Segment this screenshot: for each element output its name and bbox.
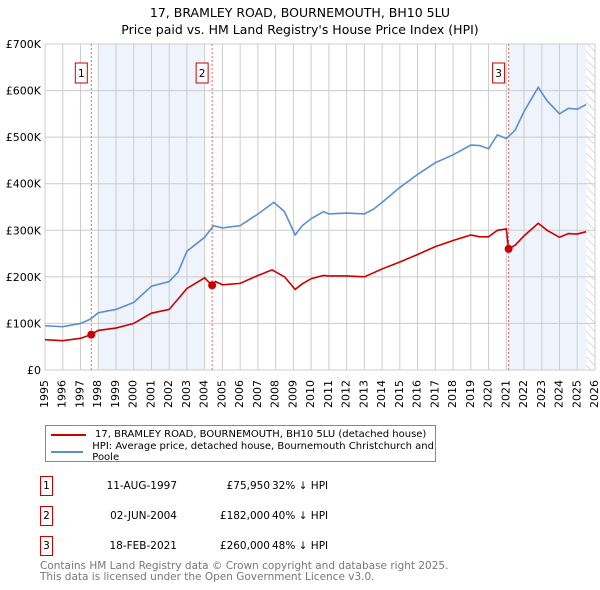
x-tick-label: 2024 [553,380,566,408]
x-tick-label: 2005 [215,380,228,408]
x-tick-label: 2021 [499,380,512,408]
x-tick-label: 1997 [73,380,86,408]
footer-line: Contains HM Land Registry data © Crown c… [40,560,449,572]
sale-marker-label: 3 [495,68,502,80]
legend-swatch-blue [51,450,84,453]
series-line [44,222,587,342]
marker-badge: 3 [40,536,53,556]
x-tick-label: 2009 [286,380,299,408]
sale-marker-label: 2 [199,68,206,80]
marker-badge: 2 [40,506,53,526]
sale-point [87,330,96,339]
x-tick-label: 2013 [357,380,370,408]
x-tick-label: 2011 [322,380,335,408]
transaction-hpi: 32% ↓ HPI [272,480,329,492]
x-tick-label: 1996 [56,380,69,408]
legend-label: 17, BRAMLEY ROAD, BOURNEMOUTH, BH10 5LU … [95,429,427,440]
x-tick-label: 2004 [198,380,211,408]
x-tick-label: 2008 [269,380,282,408]
marker-badge: 1 [40,476,53,496]
x-tick-label: 2015 [393,380,406,408]
forecast-hatch [586,44,595,370]
legend-swatch-red [51,433,86,436]
legend-label: HPI: Average price, detached house, Bour… [92,440,434,463]
legend: 17, BRAMLEY ROAD, BOURNEMOUTH, BH10 5LU … [45,425,436,463]
x-tick-label: 2012 [340,380,353,408]
y-tick-label: £300K [6,224,42,237]
transaction-row: 2 02-JUN-2004 £182,000 40% ↓ HPI [40,506,340,526]
x-tick-label: 2023 [535,380,548,408]
y-tick-label: £200K [6,271,42,284]
chart-title-main: 17, BRAMLEY ROAD, BOURNEMOUTH, BH10 5LU [149,5,451,20]
sale-marker-box [492,62,506,84]
x-tick-label: 2010 [304,380,317,408]
x-tick-label: 2019 [464,380,477,408]
transaction-row: 3 18-FEB-2021 £260,000 48% ↓ HPI [40,536,340,556]
x-tick-label: 2002 [162,380,175,408]
x-tick-label: 1995 [38,380,51,408]
sale-marker-box [195,62,209,84]
y-tick-label: £400K [6,178,42,191]
x-tick-label: 2006 [233,380,246,408]
legend-item-hpi: HPI: Average price, detached house, Bour… [46,440,435,463]
transaction-price: £260,000 [219,540,270,552]
transaction-date: 11-AUG-1997 [106,480,177,492]
chart-title: 17, BRAMLEY ROAD, BOURNEMOUTH, BH10 5LU … [0,4,600,38]
x-tick-label: 2007 [251,380,264,408]
y-tick-label: £700K [6,38,42,51]
shaded-region [508,44,587,370]
sale-point [208,281,217,290]
x-tick-label: 2016 [411,380,424,408]
x-tick-label: 2014 [375,380,388,408]
x-tick-label: 2026 [588,380,600,408]
x-tick-label: 2022 [517,380,530,408]
sale-marker-label: 1 [78,68,85,80]
x-tick-label: 2000 [127,380,140,408]
y-tick-label: £100K [6,317,42,330]
x-tick-label: 2020 [482,380,495,408]
x-tick-label: 2025 [570,380,583,408]
transaction-row: 1 11-AUG-1997 £75,950 32% ↓ HPI [40,476,340,496]
sale-point [504,244,513,253]
legend-item-property: 17, BRAMLEY ROAD, BOURNEMOUTH, BH10 5LU … [46,426,435,443]
y-tick-label: £500K [6,131,42,144]
transaction-date: 18-FEB-2021 [109,540,177,552]
footer-line: This data is licensed under the Open Gov… [40,571,375,583]
transaction-hpi: 40% ↓ HPI [272,510,329,522]
sale-marker-box [74,62,88,84]
x-tick-label: 2003 [180,380,193,408]
x-tick-label: 2018 [446,380,459,408]
y-tick-label: £600K [6,85,42,98]
transaction-price: £75,950 [226,480,270,492]
transaction-price: £182,000 [219,510,270,522]
footer: Contains HM Land Registry data © Crown c… [40,561,448,583]
y-tick-label: £0 [27,364,41,377]
chart-subtitle: Price paid vs. HM Land Registry's House … [121,22,479,37]
x-tick-label: 1998 [91,380,104,408]
transaction-hpi: 48% ↓ HPI [272,540,329,552]
chart: 1995 1996 1997 1998 1999 2000 2001 2002 2003 2004… [6,38,600,408]
x-tick-label: 1999 [109,380,122,408]
transaction-date: 02-JUN-2004 [110,510,177,522]
x-tick-label: 2001 [144,380,157,408]
x-tick-label: 2017 [428,380,441,408]
series-line [44,85,587,328]
